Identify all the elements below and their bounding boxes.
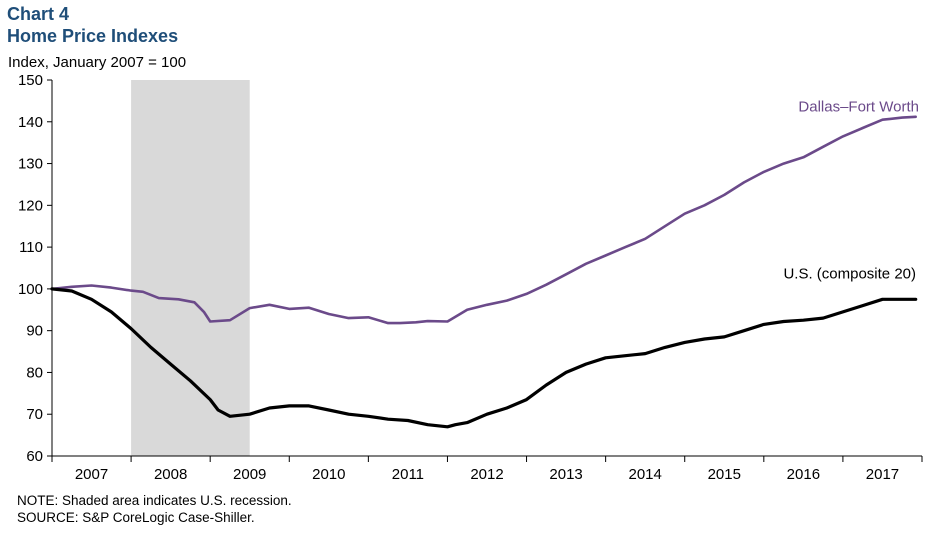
y-tick-label: 80: [26, 364, 43, 381]
series-label-us: U.S. (composite 20): [783, 265, 916, 282]
chart-number: Chart 4: [7, 4, 70, 24]
x-tick-label: 2013: [549, 466, 582, 483]
x-tick-label: 2015: [708, 466, 741, 483]
x-tick-label: 2010: [312, 466, 345, 483]
chart-title: Home Price Indexes: [7, 26, 179, 46]
y-tick-label: 140: [18, 114, 43, 131]
y-tick-label: 150: [18, 72, 43, 89]
series-label-dfw: Dallas–Fort Worth: [798, 98, 919, 115]
x-tick-label: 2009: [233, 466, 266, 483]
x-tick-label: 2011: [392, 466, 424, 483]
note-text: NOTE: Shaded area indicates U.S. recessi…: [17, 493, 292, 508]
series-line-us: [50, 287, 918, 429]
y-tick-label: 70: [26, 406, 43, 423]
source-text: SOURCE: S&P CoreLogic Case-Shiller.: [17, 510, 255, 525]
x-tick-label: 2012: [470, 466, 503, 483]
y-tick-label: 120: [18, 197, 43, 214]
y-tick-label: 130: [18, 156, 43, 173]
y-tick-label: 100: [18, 281, 43, 298]
x-tick-label: 2007: [75, 466, 108, 483]
x-tick-label: 2014: [628, 466, 661, 483]
y-axis-label: Index, January 2007 = 100: [8, 54, 187, 71]
x-tick-label: 2016: [787, 466, 820, 483]
recession-shading: [131, 80, 250, 456]
x-tick-label: 2017: [866, 466, 899, 483]
x-tick-label: 2008: [154, 466, 187, 483]
y-tick-label: 110: [19, 239, 43, 256]
y-tick-label: 90: [26, 323, 43, 340]
y-tick-label: 60: [26, 448, 43, 465]
series-line-dfw: [50, 115, 918, 325]
